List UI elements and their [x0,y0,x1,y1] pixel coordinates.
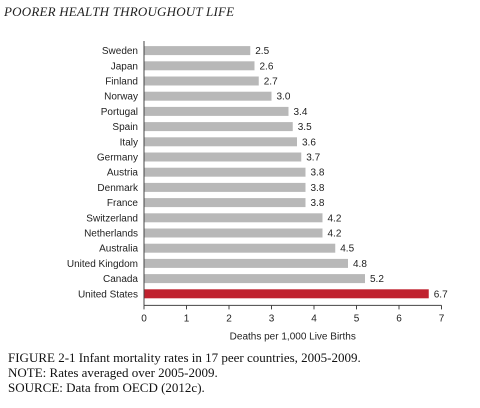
category-label: Spain [112,122,138,133]
category-label: Canada [103,274,138,285]
value-label: 6.7 [434,289,448,300]
bar-japan [144,61,255,71]
value-label: 4.8 [353,259,367,270]
value-label: 2.7 [264,77,278,88]
x-tick-label: 4 [311,313,317,324]
value-label: 5.2 [370,274,384,285]
category-label: France [107,198,139,209]
caption-figure-line: FIGURE 2-1 Infant mortality rates in 17 … [8,350,361,365]
category-label: Austria [107,168,139,179]
bar-netherlands [144,228,323,238]
value-label: 4.2 [328,229,342,240]
value-label: 4.5 [340,244,354,255]
bar-portugal [144,106,289,116]
category-label: Germany [97,153,138,164]
bar-france [144,198,306,208]
bar-united-kingdom [144,258,348,268]
bar-italy [144,137,297,147]
value-label: 3.6 [302,137,316,148]
bar-switzerland [144,213,323,223]
x-ticks-group: 0 1 2 3 4 5 6 7 [141,305,445,324]
value-label: 3.7 [306,153,320,164]
x-tick-label: 0 [141,313,147,324]
value-labels-group: 2.52.62.73.03.43.53.63.73.83.83.84.24.24… [255,46,448,300]
x-tick-label: 3 [269,313,275,324]
bar-spain [144,122,293,132]
value-label: 4.2 [328,213,342,224]
figure-caption: FIGURE 2-1 Infant mortality rates in 17 … [8,350,361,395]
value-label: 3.0 [277,92,291,103]
value-label: 3.8 [311,168,325,179]
x-tick-label: 6 [396,313,402,324]
value-label: 3.8 [311,183,325,194]
caption-note-line: NOTE: Rates averaged over 2005-2009. [8,365,218,380]
bar-germany [144,152,302,162]
category-label: Portugal [101,107,138,118]
category-label: Finland [105,77,138,88]
value-label: 2.6 [260,61,274,72]
bar-canada [144,274,365,284]
x-tick-label: 7 [439,313,445,324]
caption-source-line: SOURCE: Data from OECD (2012c). [8,380,205,395]
bar-norway [144,91,272,101]
category-labels-group: Sweden Japan Finland Norway Portugal Spain Ita… [67,46,139,300]
category-label: Norway [104,92,138,103]
x-tick-label: 1 [184,313,190,324]
category-label: Switzerland [86,213,138,224]
category-label: United Kingdom [67,259,138,270]
x-axis-title: Deaths per 1,000 Live Births [230,331,356,342]
value-label: 3.5 [298,122,312,133]
category-label: Denmark [97,183,139,194]
x-tick-label: 2 [226,313,232,324]
category-label: Italy [120,137,138,148]
category-label: Australia [99,244,138,255]
bar-austria [144,167,306,177]
bar-denmark [144,182,306,192]
value-label: 2.5 [255,46,269,57]
bars-group [144,46,429,299]
page-header: POORER HEALTH THROUGHOUT LIFE [4,4,235,19]
category-label: Japan [111,61,138,72]
bar-sweden [144,46,251,56]
bar-united-states [144,289,429,299]
infant-mortality-bar-chart: Sweden Japan Finland Norway Portugal Spain Ita… [67,41,448,342]
category-label: Sweden [102,46,138,57]
value-label: 3.4 [294,107,308,118]
bar-finland [144,76,259,86]
value-label: 3.8 [311,198,325,209]
x-tick-label: 5 [354,313,360,324]
category-label: Netherlands [84,229,138,240]
category-label: United States [78,289,138,300]
bar-australia [144,243,336,253]
